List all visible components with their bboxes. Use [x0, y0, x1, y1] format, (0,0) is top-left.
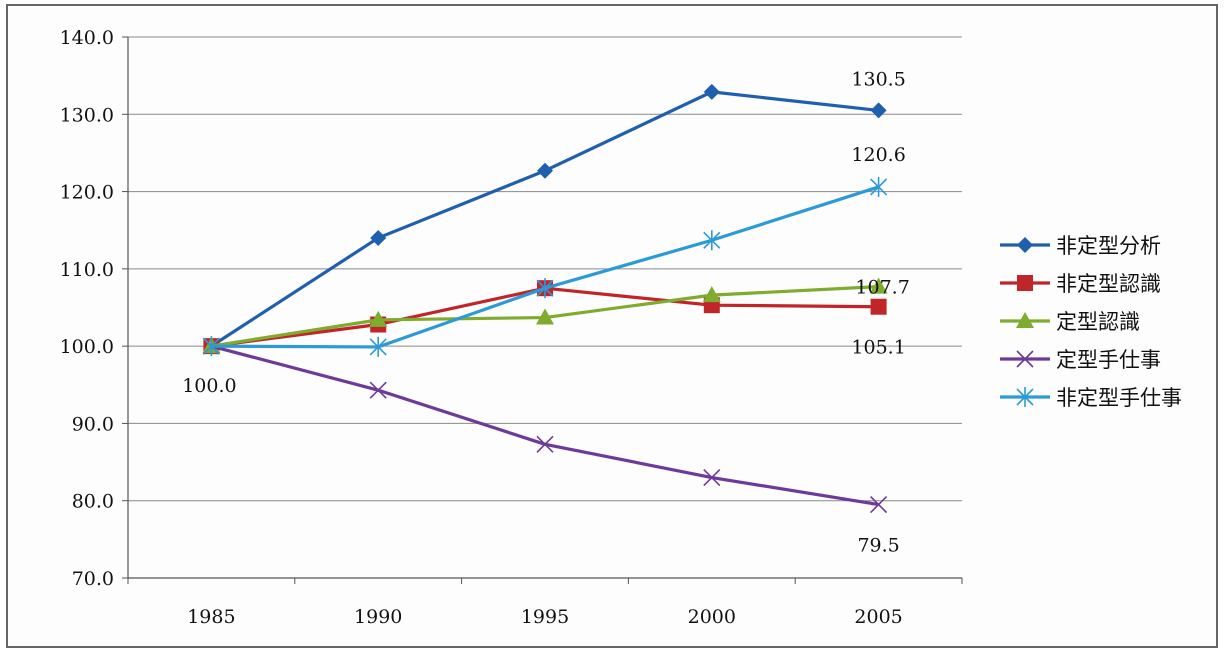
point-marker: [869, 277, 888, 294]
x-tick-label: 2005: [854, 606, 902, 628]
point-marker: [369, 381, 387, 399]
point-marker: [702, 286, 721, 303]
legend-item-3: 定型手仕事: [1000, 348, 1161, 372]
legend-label: 非定型認識: [1056, 272, 1161, 296]
series-3: [202, 337, 888, 514]
point-marker: [870, 102, 887, 119]
legend-item-0: 非定型分析: [1000, 234, 1161, 258]
legend-item-1: 非定型認識: [1000, 272, 1161, 296]
x-tick-label: 1995: [521, 606, 569, 628]
point-marker: [1017, 237, 1033, 253]
y-tick-label: 90.0: [72, 413, 114, 435]
gridlines: [128, 36, 962, 502]
y-tick-label: 110.0: [60, 259, 114, 281]
point-marker: [370, 229, 387, 246]
data-label: 130.5: [851, 68, 905, 90]
point-marker: [369, 310, 388, 327]
data-label: 107.7: [855, 277, 909, 299]
y-tick-label: 120.0: [60, 182, 114, 204]
data-label: 100.0: [182, 375, 236, 397]
point-marker: [536, 308, 554, 325]
y-tick-label: 130.0: [60, 104, 114, 126]
x-tick-label: 2000: [688, 606, 736, 628]
point-marker: [369, 336, 387, 357]
data-labels: 130.5 120.6 107.7 105.1 79.5 100.0: [182, 68, 910, 556]
x-tick-label: 1985: [187, 606, 235, 628]
legend-item-2: 定型認識: [1000, 310, 1140, 334]
data-label: 79.5: [857, 535, 899, 557]
data-label: 120.6: [851, 144, 905, 166]
series-2: [202, 277, 888, 354]
y-tick-label: 140.0: [60, 27, 114, 49]
point-marker: [703, 83, 720, 100]
axes: 70.0 80.0 90.0 100.0 110.0 120.0 130.0 140.0 198…: [60, 27, 963, 628]
point-marker: [537, 162, 553, 179]
series-line: [210, 344, 879, 507]
point-marker: [1016, 312, 1034, 328]
point-marker: [1017, 275, 1033, 291]
x-tick-label: 1990: [354, 606, 402, 628]
point-marker: [202, 336, 220, 357]
point-marker: [536, 435, 554, 453]
legend-label: 定型認識: [1056, 310, 1140, 334]
point-marker: [870, 298, 887, 315]
y-tick-label: 100.0: [60, 336, 114, 358]
y-tick-label: 70.0: [72, 568, 114, 590]
point-marker: [703, 230, 721, 251]
point-marker: [1016, 387, 1034, 407]
point-marker: [703, 468, 721, 487]
series-4: [202, 176, 888, 357]
series-lines: [202, 83, 888, 514]
chart-frame: [6, 4, 1218, 648]
legend-item-4: 非定型手仕事: [1000, 386, 1182, 410]
y-tick-label: 80.0: [72, 491, 114, 513]
legend-label: 非定型手仕事: [1056, 386, 1182, 410]
point-marker: [870, 176, 888, 197]
point-marker: [536, 278, 554, 299]
point-marker: [1016, 350, 1034, 368]
legend-label: 非定型分析: [1056, 234, 1161, 258]
data-label: 105.1: [851, 337, 905, 359]
point-marker: [870, 496, 888, 514]
legend-label: 定型手仕事: [1056, 348, 1161, 372]
